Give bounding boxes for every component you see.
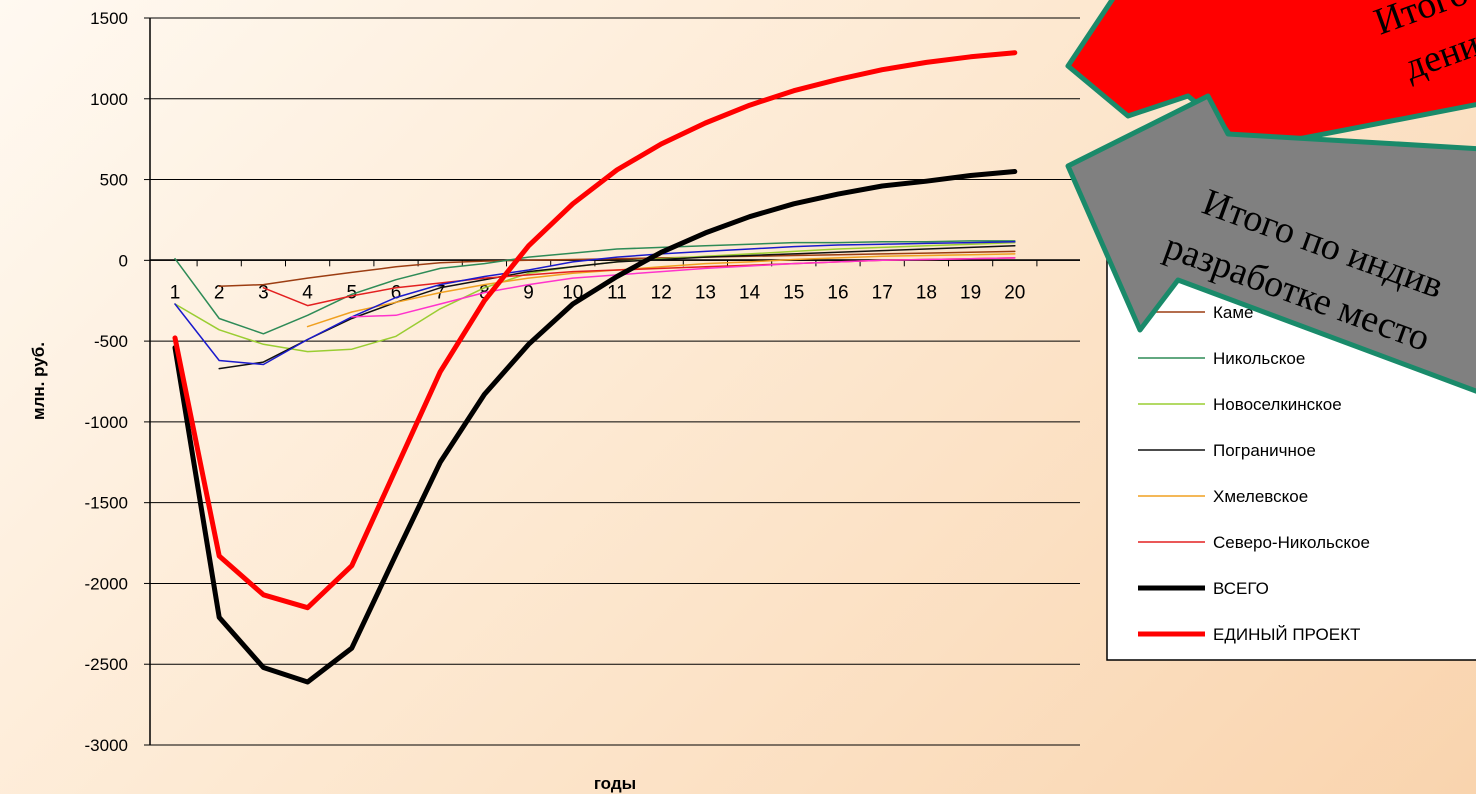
x-tick-label: 4 bbox=[302, 282, 313, 303]
x-tick-label: 11 bbox=[607, 282, 627, 303]
x-tick-label: 2 bbox=[214, 282, 225, 303]
grey-arrow-shape bbox=[1065, 93, 1476, 394]
x-tick-label: 13 bbox=[695, 282, 716, 303]
y-tick-label: -2000 bbox=[85, 574, 128, 593]
y-tick-label: -1000 bbox=[85, 413, 128, 432]
series-line-6 bbox=[174, 241, 1016, 366]
red-callout-arrow: Итого по дений ко bbox=[1065, 0, 1476, 149]
x-axis-title: годы bbox=[594, 774, 636, 793]
y-axis-title: млн. руб. bbox=[29, 342, 48, 420]
y-tick-label: -500 bbox=[94, 332, 128, 351]
x-tick-label: 9 bbox=[523, 282, 534, 303]
legend-label: Пограничное bbox=[1213, 441, 1316, 460]
gridlines bbox=[144, 17, 1080, 746]
y-tick-label: 500 bbox=[100, 171, 128, 190]
x-tick-label: 6 bbox=[391, 282, 402, 303]
legend-label: Каме bbox=[1213, 303, 1254, 322]
x-tick-label: 16 bbox=[827, 282, 848, 303]
y-tick-label: 1000 bbox=[90, 90, 128, 109]
legend-label: ВСЕГО bbox=[1213, 579, 1269, 598]
y-tick-label: -3000 bbox=[85, 736, 128, 755]
series-lines bbox=[172, 50, 1018, 685]
axes bbox=[149, 18, 1080, 745]
y-tick-label: -1500 bbox=[85, 494, 128, 513]
x-tick-label: 17 bbox=[872, 282, 893, 303]
series-line-3 bbox=[218, 245, 1016, 370]
series-line-7 bbox=[351, 257, 1016, 318]
legend-label: Никольское bbox=[1213, 349, 1305, 368]
x-tick-label: 15 bbox=[783, 282, 804, 303]
x-tick-label: 20 bbox=[1004, 282, 1025, 303]
x-tick-label: 18 bbox=[916, 282, 937, 303]
x-tick-label: 1 bbox=[170, 282, 181, 303]
y-tick-label: -2500 bbox=[85, 655, 128, 674]
x-tick-label: 3 bbox=[258, 282, 269, 303]
y-tick-label: 1500 bbox=[90, 9, 128, 28]
series-line-8 bbox=[172, 169, 1018, 685]
x-tick-label: 5 bbox=[347, 282, 358, 303]
legend-label: ЕДИНЫЙ ПРОЕКТ bbox=[1213, 625, 1360, 644]
y-tick-labels: 1500 1000 500 0 -500 -1000 -1500 -2000 -2500 -300… bbox=[85, 9, 128, 755]
legend-label: Северо-Никольское bbox=[1213, 533, 1370, 552]
series-line-4 bbox=[306, 253, 1016, 328]
series-line-0 bbox=[218, 250, 1016, 287]
legend-label: Новоселкинское bbox=[1213, 395, 1342, 414]
x-tick-label: 19 bbox=[960, 282, 981, 303]
x-tick-label: 14 bbox=[739, 282, 761, 303]
series-line-9 bbox=[172, 50, 1018, 611]
x-tick-labels: 1 2 3 4 5 6 7 8 9 10 11 12 13 14 15 16 17 18 19 20 bbox=[170, 260, 1038, 303]
y-tick-label: 0 bbox=[119, 251, 128, 270]
series-line-1 bbox=[174, 240, 1016, 335]
x-tick-label: 12 bbox=[651, 282, 672, 303]
legend-label: Хмелевское bbox=[1213, 487, 1308, 506]
